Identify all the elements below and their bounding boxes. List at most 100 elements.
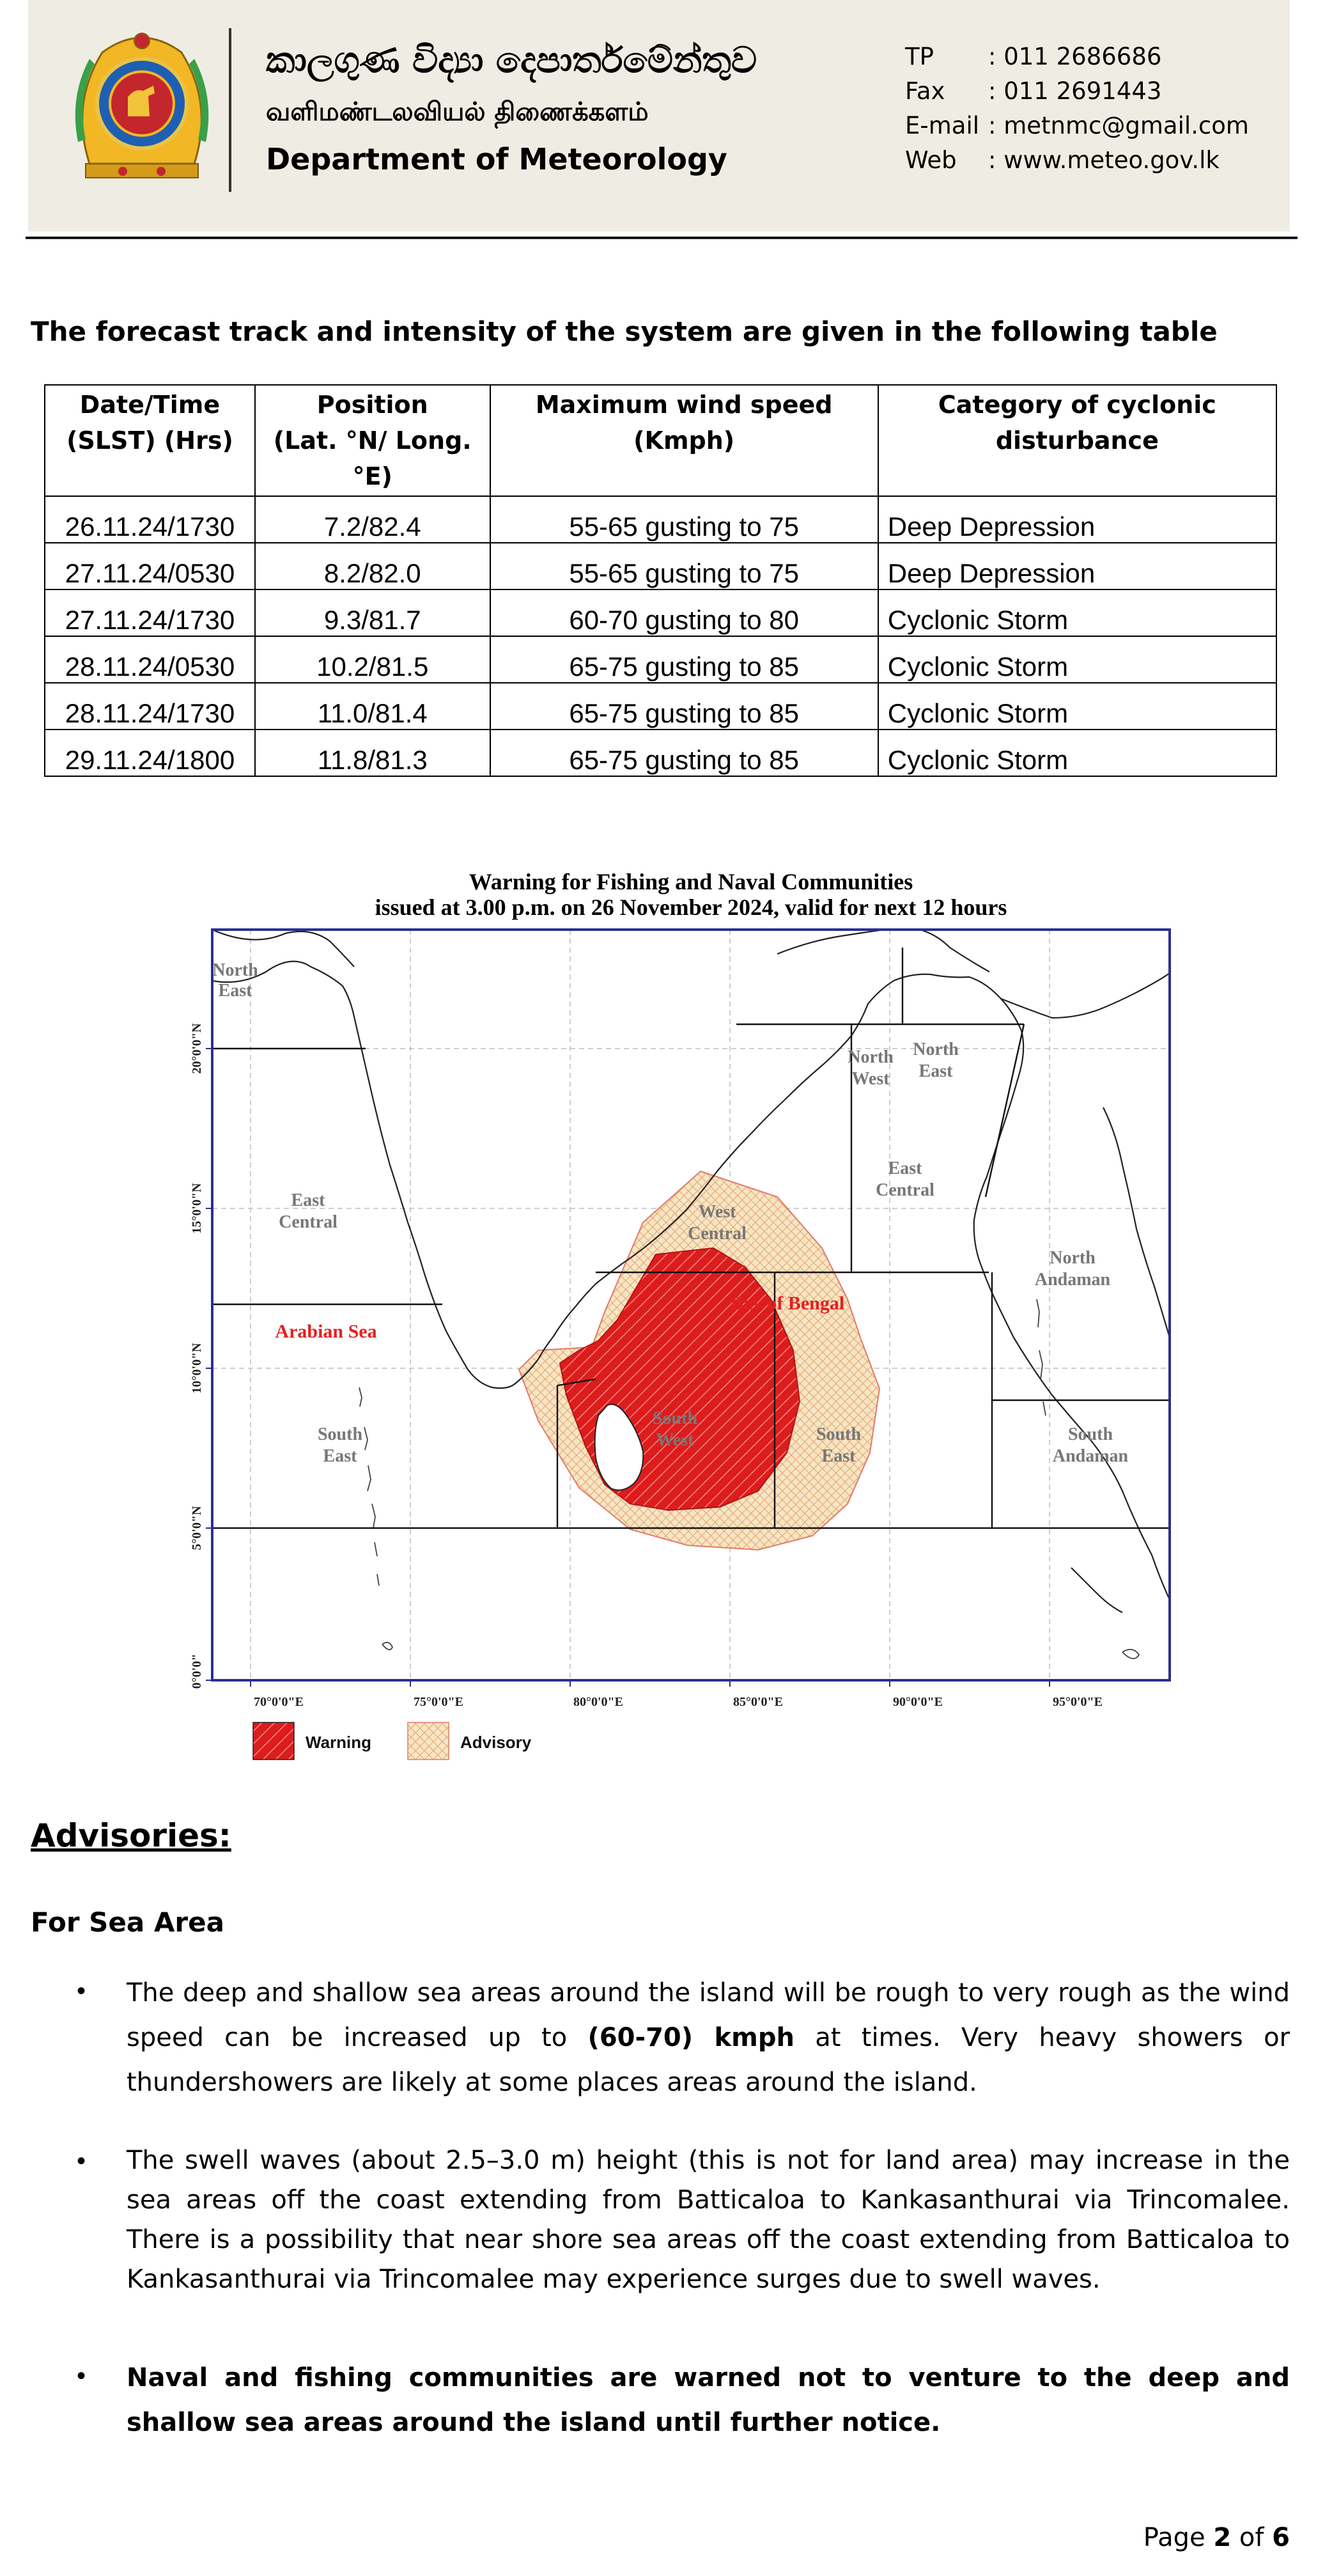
contact-value: : 011 2686686 [988, 43, 1162, 70]
region-label-sw-bay: South West [653, 1409, 697, 1450]
advisory-paragraph-3: Naval and fishing communities are warned… [127, 2363, 1290, 2437]
contact-value: : 011 2691443 [988, 77, 1162, 105]
advisory-paragraph-1: The deep and shallow sea areas around th… [127, 1978, 1290, 2097]
header-wind-speed: Maximum wind speed (Kmph) [489, 384, 879, 497]
cell-position: 11.0/81.4 [254, 682, 491, 730]
cell-position: 11.8/81.3 [254, 729, 491, 777]
legend-advisory-label: Advisory [460, 1733, 532, 1752]
contact-row-web: Web : www.meteo.gov.lk [905, 143, 1249, 178]
coastlines [212, 930, 1170, 1613]
region-label-ec-arabian: East Central [279, 1190, 337, 1232]
lon-label: 75°0'0"E [414, 1695, 463, 1709]
contact-label: Web [905, 146, 957, 174]
cell-datetime: 28.11.24/0530 [44, 636, 256, 683]
lon-label: 90°0'0"E [893, 1695, 943, 1709]
contact-label: Fax [905, 77, 945, 105]
advisories-heading: Advisories: [31, 1817, 231, 1854]
cell-datetime: 29.11.24/1800 [44, 729, 256, 777]
region-labels: North East East Central South East North Wes… [212, 960, 1128, 1466]
cell-wind: 55-65 gusting to 75 [489, 542, 879, 590]
legend-warning-label: Warning [306, 1733, 371, 1752]
page-number: Page 2 of 6 [1143, 2523, 1290, 2552]
department-name-tamil: வளிமண்டலவியல் திணைக்களம் [266, 97, 649, 127]
table-row: 28.11.24/1730 11.0/81.4 65-75 gusting to 8… [44, 682, 1278, 730]
cell-category: Cyclonic Storm [877, 636, 1278, 683]
forecast-table: Date/Time (SLST) (Hrs) Position (Lat. °N/ … [44, 384, 1278, 777]
region-label-north-andaman: North Andaman [1035, 1248, 1111, 1290]
lat-label: 10°0'0"N [190, 1343, 204, 1394]
lon-label: 95°0'0"E [1053, 1695, 1103, 1709]
region-label-wc-bay: West Central [688, 1202, 747, 1244]
bay-of-bengal-label: Bay of Bengal [731, 1293, 844, 1314]
lat-label: 0°0'0" [190, 1654, 204, 1689]
map-subtitle: issued at 3.00 p.m. on 26 November 2024,… [375, 894, 1007, 920]
cell-wind: 60-70 gusting to 80 [489, 589, 879, 637]
legend-advisory-swatch [407, 1722, 449, 1760]
cell-category: Deep Depression [877, 542, 1278, 590]
contact-row-tp: TP: 011 2686686 [905, 40, 1249, 74]
region-label-ne-arabian: North East [212, 960, 258, 1001]
map-canvas: North East East Central South East North Wes… [190, 928, 1171, 1760]
header-category: Category of cyclonic disturbance [877, 384, 1278, 497]
cell-datetime: 27.11.24/0530 [44, 542, 256, 590]
contact-value: : www.meteo.gov.lk [988, 146, 1220, 174]
lon-label: 80°0'0"E [573, 1695, 623, 1709]
cell-wind: 65-75 gusting to 85 [489, 682, 879, 730]
cell-wind: 55-65 gusting to 75 [489, 496, 879, 543]
table-row: 27.11.24/1730 9.3/81.7 60-70 gusting to 80… [44, 589, 1278, 637]
contact-row-fax: Fax : 011 2691443 [905, 74, 1249, 109]
cell-position: 8.2/82.0 [254, 542, 491, 590]
cell-category: Cyclonic Storm [877, 589, 1278, 637]
lat-label: 15°0'0"N [190, 1183, 204, 1234]
lat-label: 5°0'0"N [190, 1506, 204, 1550]
cell-category: Deep Depression [877, 496, 1278, 543]
islands [359, 1299, 1140, 1659]
bullet-1: • [77, 1977, 86, 2005]
sea-area-heading: For Sea Area [31, 1907, 224, 1938]
cell-position: 7.2/82.4 [254, 496, 491, 543]
contact-block: TP: 011 2686686 Fax : 011 2691443 E-mail:… [905, 40, 1249, 178]
region-label-se-bay: South East [816, 1425, 861, 1466]
sri-lanka-island [594, 1403, 644, 1491]
header-datetime: Date/Time (SLST) (Hrs) [44, 384, 256, 497]
region-label-se-arabian: South East [318, 1425, 362, 1466]
lon-label: 85°0'0"E [733, 1695, 783, 1709]
map-frame-ticks [206, 1048, 1050, 1687]
sri-lanka-emblem-icon [75, 33, 209, 178]
table-row: 27.11.24/0530 8.2/82.0 55-65 gusting to 75… [44, 542, 1278, 590]
region-label-south-andaman: South Andaman [1053, 1425, 1129, 1466]
map-frame [211, 928, 1171, 1682]
table-row: 28.11.24/0530 10.2/81.5 65-75 gusting to 8… [44, 636, 1278, 683]
department-name-sinhala: කාලගුණ විද්‍යා දෙපාර්තමේන්තුව [266, 40, 757, 81]
letterhead: කාලගුණ විද්‍යා දෙපාර්තමේන්තුව வளிமண்டலவி… [28, 0, 1290, 231]
cell-position: 9.3/81.7 [254, 589, 491, 637]
cell-wind: 65-75 gusting to 85 [489, 729, 879, 777]
bullet-2: • [77, 2147, 86, 2175]
legend-warning-swatch [252, 1722, 295, 1760]
header-position: Position (Lat. °N/ Long. °E) [254, 384, 491, 497]
region-boundaries [212, 948, 1170, 1529]
warning-map: Warning for Fishing and Naval Communitie… [183, 864, 1199, 1772]
region-label-ec-bay: East Central [876, 1159, 934, 1200]
arabian-sea-label: Arabian Sea [275, 1321, 376, 1342]
table-row: 26.11.24/1730 7.2/82.4 55-65 gusting to 75… [44, 496, 1278, 543]
lon-label: 70°0'0"E [254, 1695, 304, 1709]
cell-category: Cyclonic Storm [877, 729, 1278, 777]
latitude-labels: 20°0'0"N 15°0'0"N 10°0'0"N 5°0'0"N 0°0'0… [190, 1023, 204, 1689]
contact-label: E-mail [905, 112, 980, 139]
cell-category: Cyclonic Storm [877, 682, 1278, 730]
table-row: 29.11.24/1800 11.8/81.3 65-75 gusting to 8… [44, 729, 1278, 777]
advisory-paragraph-2: The swell waves (about 2.5–3.0 m) height… [127, 2146, 1290, 2294]
table-intro: The forecast track and intensity of the … [31, 316, 1218, 347]
header-divider [229, 28, 231, 192]
contact-value: : metnmc@gmail.com [988, 112, 1249, 139]
longitude-labels: 70°0'0"E 75°0'0"E 80°0'0"E 85°0'0"E 90°0… [254, 1695, 1103, 1709]
table-header-row: Date/Time (SLST) (Hrs) Position (Lat. °N/ … [44, 384, 1278, 497]
region-label-nw-bay: North West [848, 1047, 894, 1089]
lat-label: 20°0'0"N [190, 1023, 204, 1074]
contact-row-email: E-mail : metnmc@gmail.com [905, 109, 1249, 143]
cell-wind: 65-75 gusting to 85 [489, 636, 879, 683]
bullet-3: • [77, 2362, 86, 2390]
header-rule [26, 237, 1298, 239]
cell-datetime: 26.11.24/1730 [44, 496, 256, 543]
